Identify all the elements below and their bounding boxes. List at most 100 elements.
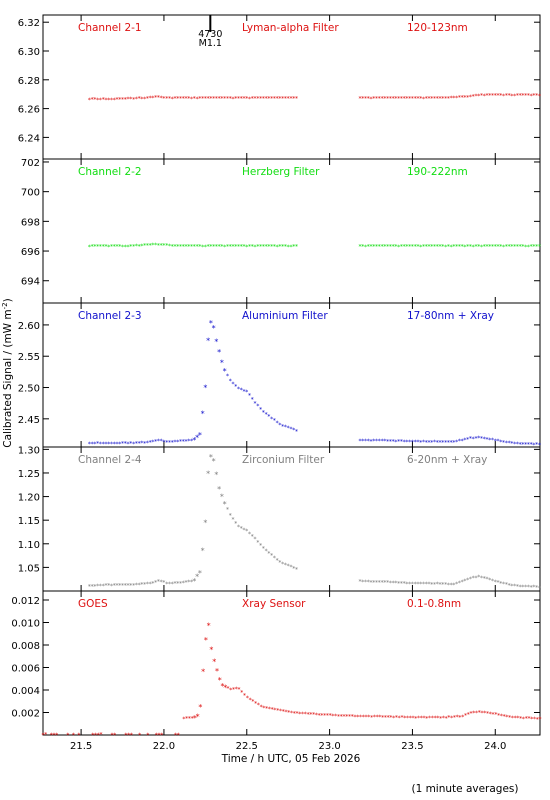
data-point: * [405,243,408,250]
data-point: * [362,714,365,721]
data-point: * [215,667,219,676]
data-point: * [50,732,53,739]
data-point: * [143,96,146,103]
data-point: * [129,244,132,251]
data-point: * [284,243,287,250]
data-point: * [394,580,397,587]
data-point: * [209,319,213,328]
data-point: * [279,708,282,715]
data-point: * [425,581,428,588]
data-point: * [469,576,472,583]
data-point: * [458,580,461,587]
data-point: * [179,244,182,251]
data-point: * [198,431,202,440]
data-point: * [381,714,384,721]
data-point: * [416,243,419,250]
data-point: * [111,732,114,739]
data-point: * [245,389,248,396]
data-point: * [422,243,425,250]
data-point: * [474,93,477,100]
data-point: * [176,96,179,103]
data-point: * [367,438,370,445]
data-point: * [265,244,268,251]
data-point: * [138,96,141,103]
data-point: * [378,579,381,586]
data-point: * [295,95,298,102]
data-point: * [232,687,235,694]
band-label: 6-20nm + Xray [407,454,487,466]
data-point: * [165,96,168,103]
data-point: * [367,244,370,251]
data-point: * [422,96,425,103]
data-point: * [389,439,392,446]
data-point: * [525,716,528,723]
data-point: * [207,95,210,102]
data-point: * [135,582,138,589]
data-point: * [420,715,423,722]
data-point: * [519,441,522,448]
data-point: * [367,579,370,586]
data-point: * [521,243,524,250]
data-point: * [370,243,373,250]
data-point: * [488,577,491,584]
data-point: * [395,715,398,722]
data-point: * [430,582,433,589]
data-point: * [441,244,444,251]
data-point: * [276,707,279,714]
data-point: * [259,244,262,251]
data-point: * [416,581,419,588]
data-point: * [220,244,223,251]
data-point: * [364,579,367,586]
data-point: * [273,244,276,251]
data-point: * [115,97,118,104]
data-point: * [273,707,276,714]
data-point: * [182,580,185,587]
data-point: * [428,439,431,446]
data-point: * [417,715,420,722]
data-point: * [165,581,168,588]
data-point: * [521,442,524,449]
data-point: * [400,439,403,446]
data-point: * [532,584,535,591]
data-point: * [97,732,100,739]
data-point: * [364,438,367,445]
data-point: * [358,95,361,102]
data-point: * [533,716,536,723]
data-point: * [519,584,522,591]
data-point: * [502,581,505,588]
data-point: * [411,95,414,102]
data-point: * [375,580,378,587]
data-point: * [411,439,414,446]
data-point: * [436,581,439,588]
data-point: * [209,96,212,103]
data-point: * [146,243,149,250]
data-point: * [467,712,470,719]
data-point: * [433,439,436,446]
data-point: * [394,439,397,446]
data-point: * [176,581,179,588]
data-point: * [375,95,378,102]
data-point: * [226,373,229,380]
data-point: * [381,580,384,587]
data-point: * [212,96,215,103]
data-point: * [284,562,287,569]
data-point: * [489,711,492,718]
data-point: * [436,244,439,251]
data-point: * [378,714,381,721]
data-point: * [193,95,196,102]
data-point: * [243,693,246,700]
data-point: * [452,243,455,250]
data-point: * [162,439,165,446]
data-point: * [262,705,265,712]
y-tick-label: 6.32 [18,18,40,29]
data-point: * [397,438,400,445]
data-point: * [508,583,511,590]
data-point: * [121,441,124,448]
y-tick-label: 1.15 [18,516,40,527]
data-point: * [464,713,467,720]
data-point: * [102,441,105,448]
data-point: * [287,95,290,102]
data-point: * [354,714,357,721]
data-point: * [91,732,94,739]
data-point: * [157,243,160,250]
